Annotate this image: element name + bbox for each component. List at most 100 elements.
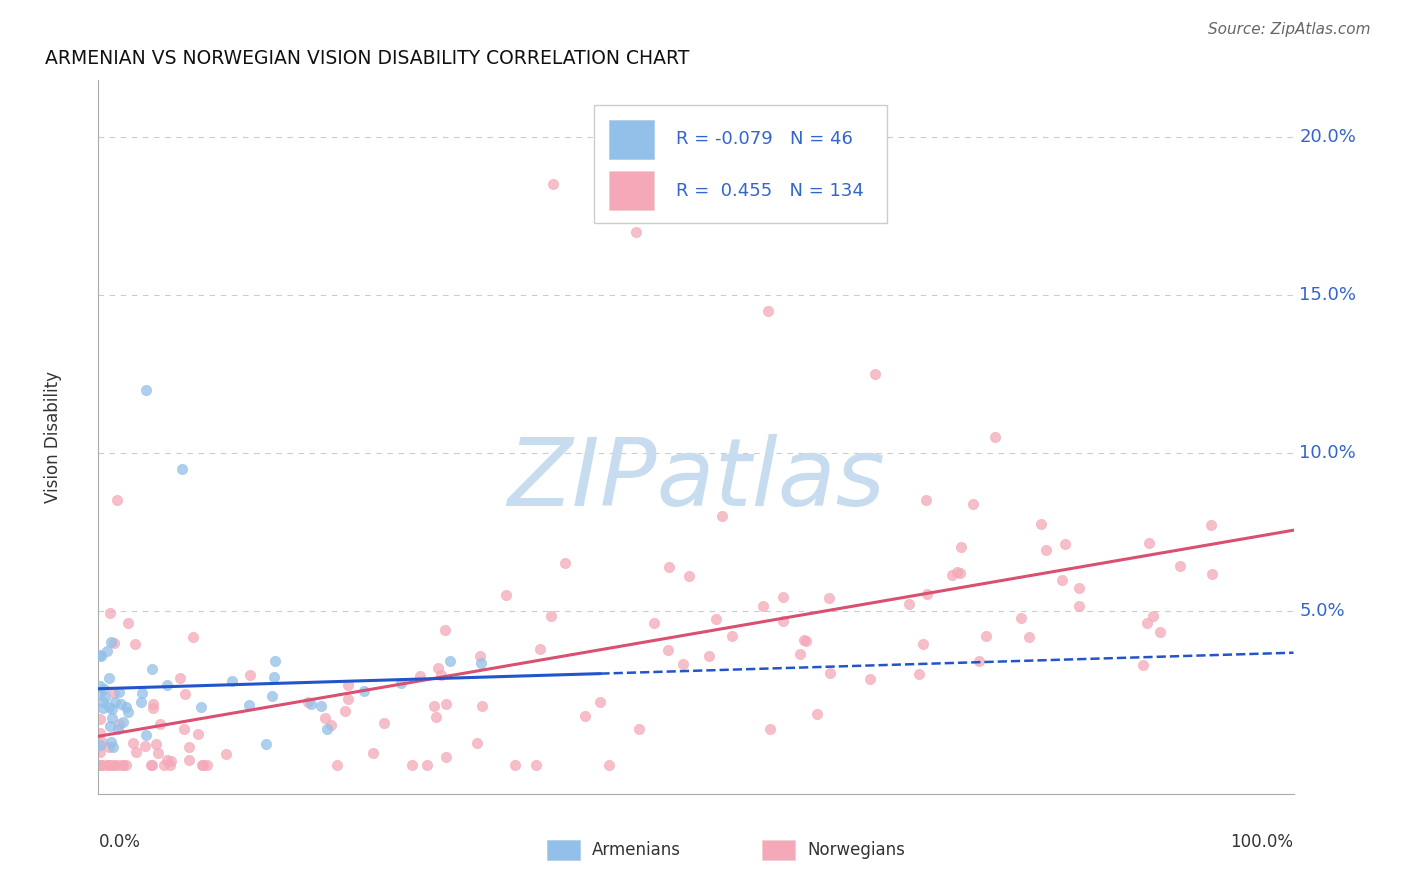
Point xyxy=(1149,625,1171,640)
Point xyxy=(495,589,517,603)
Point xyxy=(135,728,157,742)
Point xyxy=(238,698,260,712)
Point xyxy=(100,735,122,749)
Point xyxy=(142,697,165,711)
Text: 5.0%: 5.0% xyxy=(1299,602,1346,620)
Point xyxy=(173,723,195,737)
Point xyxy=(314,710,336,724)
Point xyxy=(321,717,343,731)
Point xyxy=(1035,543,1057,558)
Point xyxy=(104,694,127,708)
Point xyxy=(540,609,562,624)
Point xyxy=(589,695,612,709)
Point xyxy=(789,647,811,661)
Text: 20.0%: 20.0% xyxy=(1299,128,1357,146)
Point xyxy=(101,740,124,755)
Point xyxy=(426,661,449,675)
Point xyxy=(103,686,125,700)
Point xyxy=(436,749,458,764)
Point xyxy=(389,675,412,690)
Point xyxy=(107,685,129,699)
Point xyxy=(643,616,665,631)
Point xyxy=(423,698,446,713)
Point xyxy=(974,629,997,643)
Point xyxy=(408,669,430,683)
Point xyxy=(190,699,212,714)
Point xyxy=(97,758,120,772)
Point xyxy=(897,597,920,611)
Point xyxy=(373,715,395,730)
Point xyxy=(105,493,128,508)
Point xyxy=(756,303,779,318)
Point xyxy=(969,654,991,668)
Point xyxy=(434,697,457,711)
Point xyxy=(221,673,243,688)
Point xyxy=(1054,537,1077,551)
Point xyxy=(114,700,136,714)
Point xyxy=(1132,658,1154,673)
Point xyxy=(336,691,359,706)
Point xyxy=(915,493,938,508)
Point xyxy=(425,710,447,724)
Point xyxy=(90,734,112,748)
Point xyxy=(172,461,194,475)
Point xyxy=(962,497,984,511)
Point xyxy=(316,722,339,736)
Point xyxy=(353,683,375,698)
Point xyxy=(134,739,156,753)
Point xyxy=(90,649,112,664)
Point xyxy=(1199,518,1222,533)
Point xyxy=(187,727,209,741)
Point xyxy=(678,569,700,583)
Point xyxy=(89,712,111,726)
Point xyxy=(145,737,167,751)
Point xyxy=(299,697,322,711)
Point xyxy=(159,758,181,772)
Point xyxy=(169,671,191,685)
Point xyxy=(326,758,349,772)
Point xyxy=(89,738,111,752)
Point xyxy=(1050,573,1073,587)
Point xyxy=(941,567,963,582)
Point xyxy=(89,648,111,662)
Point xyxy=(181,631,204,645)
Point xyxy=(949,566,972,581)
Point xyxy=(103,636,125,650)
Point xyxy=(541,178,564,192)
Point xyxy=(100,607,122,621)
Point xyxy=(179,753,201,767)
Point xyxy=(141,662,163,676)
Text: Armenians: Armenians xyxy=(592,841,681,859)
FancyBboxPatch shape xyxy=(595,105,887,223)
Point xyxy=(721,629,744,643)
Point xyxy=(195,758,218,772)
Point xyxy=(697,649,720,664)
Point xyxy=(433,623,456,637)
Point xyxy=(1029,516,1052,531)
FancyBboxPatch shape xyxy=(609,171,654,211)
Point xyxy=(256,737,278,751)
Text: 15.0%: 15.0% xyxy=(1299,286,1357,304)
Point xyxy=(529,642,551,657)
Point xyxy=(911,637,934,651)
Point xyxy=(772,614,794,628)
Point xyxy=(263,669,285,683)
Point xyxy=(107,717,129,731)
Point xyxy=(156,754,179,768)
Point xyxy=(122,736,145,750)
Text: ZIPatlas: ZIPatlas xyxy=(508,434,884,525)
Point xyxy=(142,701,165,715)
Point xyxy=(100,702,122,716)
Point xyxy=(93,682,115,697)
Point xyxy=(146,746,169,760)
Point xyxy=(1201,567,1223,582)
Point xyxy=(311,699,333,714)
Point xyxy=(333,704,356,718)
Point xyxy=(89,725,111,739)
Point xyxy=(908,666,931,681)
Point xyxy=(759,723,782,737)
Point xyxy=(97,740,120,755)
Point xyxy=(117,706,139,720)
Point xyxy=(131,695,153,709)
Point xyxy=(430,667,453,681)
